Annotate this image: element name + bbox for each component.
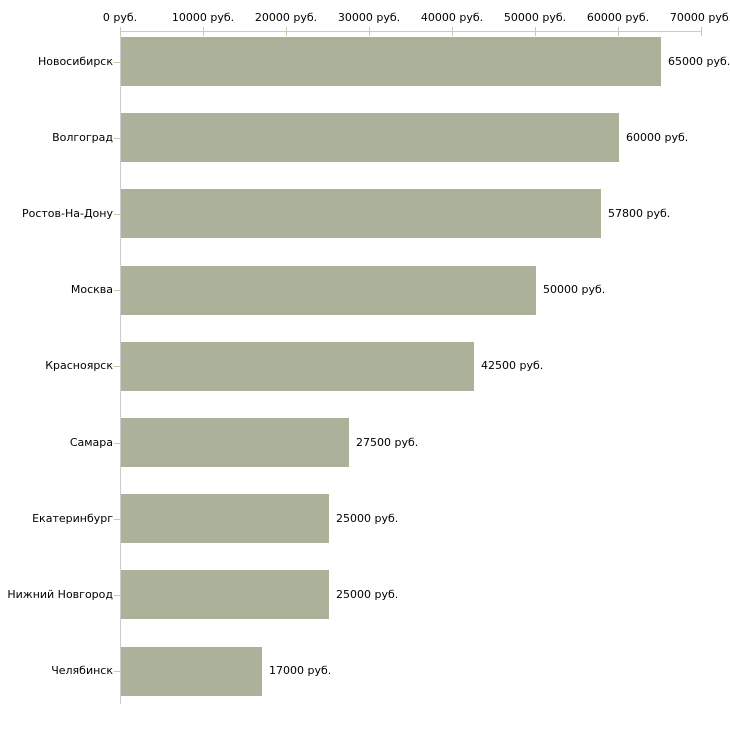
bar xyxy=(121,189,601,238)
category-label: Волгоград xyxy=(52,131,113,144)
value-label: 65000 руб. xyxy=(668,55,730,68)
x-axis-tick xyxy=(535,27,536,36)
category-tick xyxy=(114,595,120,596)
category-label: Красноярск xyxy=(45,359,113,372)
category-label: Челябинск xyxy=(51,664,113,677)
category-label: Новосибирск xyxy=(37,55,113,68)
value-label: 50000 руб. xyxy=(543,283,606,296)
category-tick xyxy=(114,62,120,63)
value-label: 25000 руб. xyxy=(336,588,399,601)
category-label: Екатеринбург xyxy=(32,512,113,525)
category-tick xyxy=(114,138,120,139)
x-axis-tick-label: 0 руб. xyxy=(102,11,138,24)
category-tick xyxy=(114,366,120,367)
bar xyxy=(121,37,661,86)
category-tick xyxy=(114,519,120,520)
category-label: Москва xyxy=(70,283,113,296)
x-axis-tick xyxy=(286,27,287,36)
x-axis-tick-label: 40000 руб. xyxy=(420,11,484,24)
bar xyxy=(121,418,349,467)
bar xyxy=(121,266,536,315)
bar xyxy=(121,113,619,162)
category-tick xyxy=(114,290,120,291)
category-label: Самара xyxy=(69,436,113,449)
value-label: 25000 руб. xyxy=(336,512,399,525)
category-label: Нижний Новгород xyxy=(7,588,113,601)
x-axis-tick-label: 50000 руб. xyxy=(503,11,567,24)
x-axis-tick-label: 30000 руб. xyxy=(337,11,401,24)
x-axis-tick-label: 20000 руб. xyxy=(254,11,318,24)
category-tick xyxy=(114,671,120,672)
value-label: 42500 руб. xyxy=(481,359,544,372)
bar xyxy=(121,342,474,391)
value-label: 57800 руб. xyxy=(608,207,671,220)
x-axis-tick xyxy=(452,27,453,36)
x-axis-tick xyxy=(120,27,121,36)
category-tick xyxy=(114,214,120,215)
x-axis-tick-label: 60000 руб. xyxy=(586,11,650,24)
x-axis-tick xyxy=(203,27,204,36)
bar xyxy=(121,570,329,619)
x-axis-tick-label: 10000 руб. xyxy=(171,11,235,24)
category-label: Ростов-На-Дону xyxy=(21,207,113,220)
value-label: 60000 руб. xyxy=(626,131,689,144)
bar xyxy=(121,647,262,696)
x-axis-line xyxy=(120,31,702,32)
y-axis-line xyxy=(120,31,121,704)
x-axis-tick xyxy=(701,27,702,36)
x-axis-tick xyxy=(369,27,370,36)
x-axis-tick xyxy=(618,27,619,36)
value-label: 17000 руб. xyxy=(269,664,332,677)
x-axis-tick-label: 70000 руб. xyxy=(669,11,730,24)
value-label: 27500 руб. xyxy=(356,436,419,449)
bar xyxy=(121,494,329,543)
category-tick xyxy=(114,443,120,444)
